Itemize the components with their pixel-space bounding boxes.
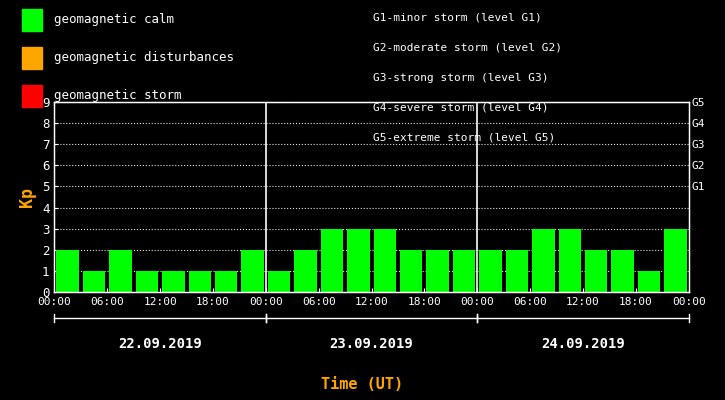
Bar xyxy=(162,271,185,292)
Text: geomagnetic storm: geomagnetic storm xyxy=(54,90,182,102)
Bar xyxy=(664,229,687,292)
Text: 23.09.2019: 23.09.2019 xyxy=(330,337,413,351)
Text: geomagnetic calm: geomagnetic calm xyxy=(54,14,175,26)
Text: G5-extreme storm (level G5): G5-extreme storm (level G5) xyxy=(373,133,555,143)
Bar xyxy=(320,229,343,292)
Bar xyxy=(638,271,660,292)
Bar xyxy=(426,250,449,292)
Text: 22.09.2019: 22.09.2019 xyxy=(118,337,202,351)
Y-axis label: Kp: Kp xyxy=(18,187,36,207)
Bar xyxy=(585,250,608,292)
Text: Time (UT): Time (UT) xyxy=(321,377,404,392)
Bar xyxy=(188,271,211,292)
Bar xyxy=(479,250,502,292)
Bar xyxy=(506,250,529,292)
Text: 24.09.2019: 24.09.2019 xyxy=(541,337,625,351)
Bar xyxy=(373,229,396,292)
Text: G1-minor storm (level G1): G1-minor storm (level G1) xyxy=(373,13,542,23)
Bar xyxy=(109,250,132,292)
Bar xyxy=(294,250,317,292)
Bar xyxy=(136,271,158,292)
Bar xyxy=(215,271,237,292)
Bar xyxy=(532,229,555,292)
Bar xyxy=(241,250,264,292)
Bar xyxy=(400,250,423,292)
Text: geomagnetic disturbances: geomagnetic disturbances xyxy=(54,52,234,64)
Bar xyxy=(83,271,105,292)
Bar xyxy=(611,250,634,292)
Bar xyxy=(453,250,476,292)
Text: G2-moderate storm (level G2): G2-moderate storm (level G2) xyxy=(373,43,563,53)
Text: G3-strong storm (level G3): G3-strong storm (level G3) xyxy=(373,73,549,83)
Bar xyxy=(268,271,290,292)
Bar xyxy=(558,229,581,292)
Bar xyxy=(347,229,370,292)
Text: G4-severe storm (level G4): G4-severe storm (level G4) xyxy=(373,103,549,113)
Bar xyxy=(57,250,79,292)
